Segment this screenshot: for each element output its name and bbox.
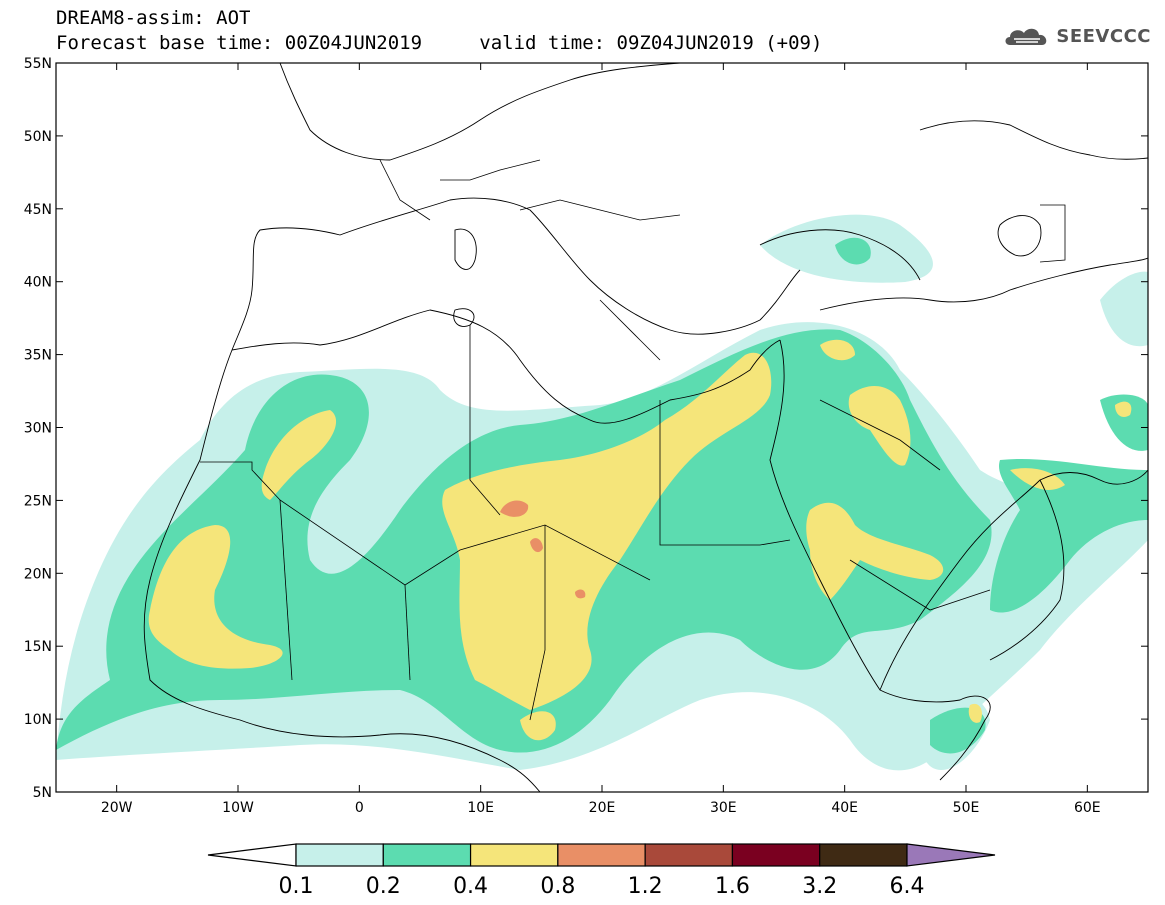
colorbar-labels: 0.1 0.2 0.4 0.8 1.2 1.6 3.2 6.4 [279,874,925,899]
colorbar-label: 0.2 [366,874,401,899]
colorbar [207,843,996,867]
lat-tick-label: 45N [24,202,52,218]
lat-tick-label: 5N [33,785,52,801]
colorbar-segment [731,843,821,867]
colorbar-segment [644,843,734,867]
logo-text: SEEVCCC [1056,25,1151,47]
colorbar-label: 0.1 [279,874,314,899]
forecast-base-time: Forecast base time: 00Z04JUN2019 [56,32,423,54]
colorbar-label: 0.8 [540,874,575,899]
colorbar-label: 6.4 [890,874,925,899]
lon-tick-label: 10E [467,800,494,816]
cloud-logo-icon [1005,28,1047,45]
aot-band-0.4 [148,339,1132,741]
lon-tick-label: 60E [1074,800,1101,816]
time-info: Forecast base time: 00Z04JUN2019 valid t… [56,32,822,54]
lon-tick-label: 20W [101,800,133,816]
lat-tick-label: 35N [24,348,52,364]
lat-tick-label: 15N [24,639,52,655]
lon-tick-label: 30E [710,800,737,816]
lon-tick-label: 10W [222,800,254,816]
colorbar-label: 1.6 [715,874,750,899]
lon-tick-label: 50E [953,800,980,816]
longitude-axis: 20W 10W 0 10E 20E 30E 40E 50E 60E [101,63,1101,816]
lon-tick-label: 0 [355,800,364,816]
lat-tick-label: 55N [24,56,52,72]
colorbar-label: 0.4 [453,874,488,899]
colorbar-segment [557,843,646,867]
product-title: DREAM8-assim: AOT [56,7,251,29]
lat-tick-label: 30N [24,421,52,437]
colorbar-label: 3.2 [802,874,837,899]
colorbar-label: 1.2 [628,874,663,899]
coastlines [143,63,1148,792]
colorbar-upper-extension [906,843,996,867]
lon-tick-label: 40E [831,800,858,816]
aot-band-0.8 [500,500,586,599]
valid-time: valid time: 09Z04JUN2019 (+09) [479,32,823,54]
lat-tick-label: 25N [24,493,52,509]
seevccc-logo: SEEVCCC [1002,24,1151,48]
colorbar-segment [469,843,559,867]
lon-tick-label: 20E [589,800,616,816]
colorbar-segment [295,843,384,867]
lat-tick-label: 10N [24,712,52,728]
colorbar-segment [382,843,472,867]
lat-tick-label: 40N [24,275,52,291]
latitude-axis: 55N 50N 45N 40N 35N 30N 25N 20N 15N 10N 5N [24,56,1148,801]
lat-tick-label: 50N [24,129,52,145]
borders [200,159,1066,721]
lat-tick-label: 20N [24,566,52,582]
colorbar-segment [819,843,908,867]
colorbar-lower-extension [207,843,297,867]
